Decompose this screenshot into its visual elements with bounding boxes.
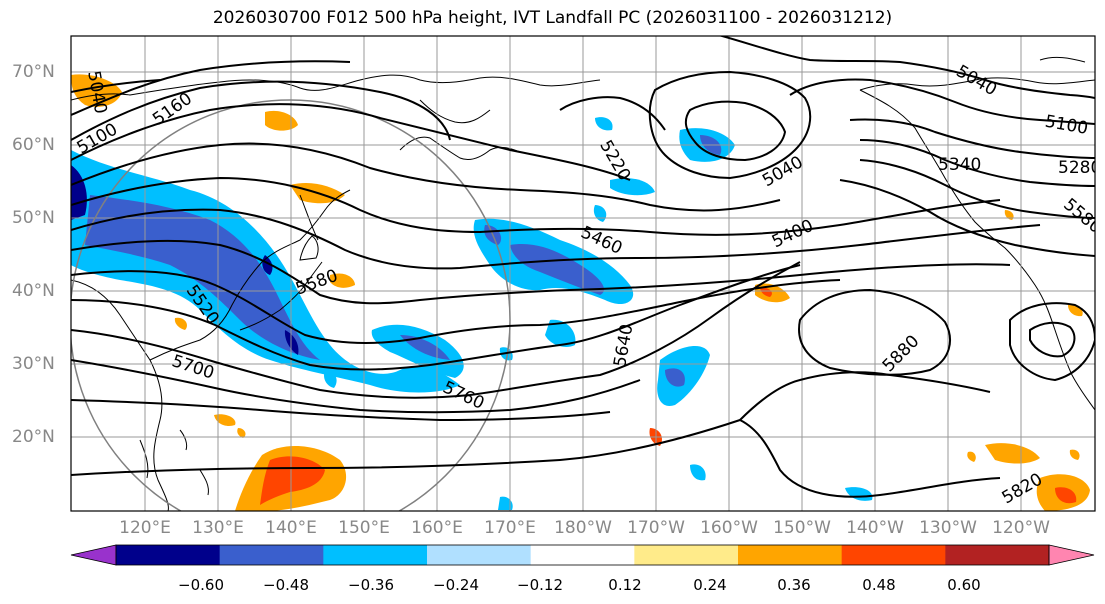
colorbar-extend-left xyxy=(70,544,117,566)
lon-label: 170°E xyxy=(484,518,536,538)
map-border xyxy=(70,35,1096,512)
colorbar-segment xyxy=(323,545,428,565)
colorbar-tick-label: 0.36 xyxy=(777,576,811,594)
colorbar-segment xyxy=(219,545,324,565)
colorbar-segment xyxy=(116,545,221,565)
map-title: 2026030700 F012 500 hPa height, IVT Land… xyxy=(212,8,893,28)
contour-label: 5280 xyxy=(1058,158,1101,178)
colorbar-segment xyxy=(634,545,739,565)
lon-label: 150°E xyxy=(338,518,390,538)
lat-label: 70°N xyxy=(12,62,55,82)
lon-label: 120°E xyxy=(119,518,171,538)
lon-label: 140°W xyxy=(846,518,904,538)
colorbar-tick-label: −0.48 xyxy=(263,576,309,594)
lon-label: 160°W xyxy=(700,518,758,538)
colorbar-segment xyxy=(738,545,843,565)
lon-label: 170°W xyxy=(627,518,685,538)
colorbar-segment xyxy=(841,545,946,565)
colorbar-tick-label: −0.60 xyxy=(178,576,224,594)
lon-label: 180°W xyxy=(554,518,612,538)
colorbar-tick-label: −0.36 xyxy=(348,576,394,594)
colorbar-tick-label: −0.24 xyxy=(433,576,479,594)
contour-label: 5340 xyxy=(938,155,981,175)
lon-label: 130°E xyxy=(192,518,244,538)
colorbar-tick-label: −0.12 xyxy=(517,576,563,594)
lon-label: 120°W xyxy=(992,518,1050,538)
colorbar-segment xyxy=(945,545,1050,565)
height-contours xyxy=(71,36,1095,498)
lon-label: 130°W xyxy=(919,518,977,538)
colorbar-segment xyxy=(530,545,635,565)
lat-label: 50°N xyxy=(12,208,55,228)
radius-circle xyxy=(71,99,511,511)
colorbar xyxy=(70,544,1095,566)
coastlines xyxy=(71,56,1095,511)
lon-label: 140°E xyxy=(265,518,317,538)
colorbar-tick-label: 0.60 xyxy=(947,576,981,594)
colorbar-extend-right xyxy=(1048,544,1095,566)
lat-label: 60°N xyxy=(12,135,55,155)
colorbar-tick-label: 0.48 xyxy=(862,576,896,594)
lat-label: 30°N xyxy=(12,354,55,374)
colorbar-segment xyxy=(427,545,532,565)
graticule xyxy=(71,36,1095,511)
lat-label: 40°N xyxy=(12,281,55,301)
lon-label: 160°E xyxy=(411,518,463,538)
colorbar-tick-label: 0.12 xyxy=(608,576,642,594)
lat-label: 20°N xyxy=(12,427,55,447)
lon-label: 150°W xyxy=(773,518,831,538)
colorbar-tick-label: 0.24 xyxy=(693,576,727,594)
